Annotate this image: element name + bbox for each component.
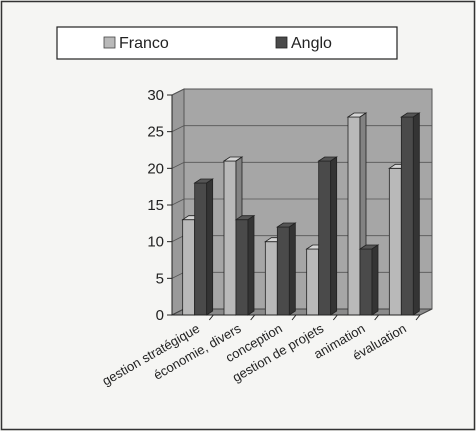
bar-franco-4 (347, 116, 361, 316)
bar-franco-3 (306, 248, 320, 316)
bar-anglo-0-side (206, 178, 214, 316)
y-tick-label: 25 (147, 124, 164, 141)
y-tick-labels: 0 5 10 15 20 25 30 (147, 87, 164, 324)
legend-label-anglo: Anglo (291, 35, 332, 52)
bar-anglo-3-side (330, 156, 338, 316)
x-tick (291, 314, 297, 321)
x-tick (208, 314, 214, 321)
legend-swatch-franco (103, 36, 116, 49)
bar-anglo-5-side (412, 112, 420, 316)
x-tick (332, 314, 338, 321)
y-tick-label: 0 (156, 307, 164, 324)
x-tick (374, 314, 380, 321)
legend: Franco Anglo (56, 26, 398, 60)
bar-anglo-0 (194, 182, 208, 316)
gridline-side (171, 271, 185, 279)
y-tick-label: 15 (147, 197, 164, 214)
bar-anglo-4 (359, 248, 373, 316)
gridline-side (171, 88, 185, 96)
legend-label-franco: Franco (119, 35, 169, 52)
gridline-side (171, 125, 185, 133)
axes (167, 94, 421, 321)
y-tick-label: 10 (147, 234, 164, 251)
bar-anglo-1-side (247, 214, 255, 316)
gridline-side (171, 161, 185, 169)
y-tick-label: 5 (156, 270, 164, 287)
bar-franco-5 (388, 167, 402, 316)
y-tick-label: 30 (147, 87, 164, 104)
bar-anglo-2-side (288, 222, 296, 316)
gridline-side (171, 235, 185, 243)
bar-anglo-1 (235, 219, 249, 316)
bar-anglo-2 (276, 226, 290, 316)
gridline-side (171, 198, 185, 206)
bars (181, 112, 421, 316)
y-tick-label: 20 (147, 160, 164, 177)
x-tick (250, 314, 256, 321)
bar-anglo-5 (400, 116, 414, 316)
bar-franco-0 (182, 219, 196, 316)
bar-anglo-4-side (371, 244, 379, 316)
bar-anglo-3 (318, 160, 332, 316)
bar-franco-2 (264, 241, 278, 316)
bar-franco-1 (223, 160, 237, 316)
x-tick (415, 314, 421, 321)
legend-swatch-anglo (275, 36, 288, 49)
